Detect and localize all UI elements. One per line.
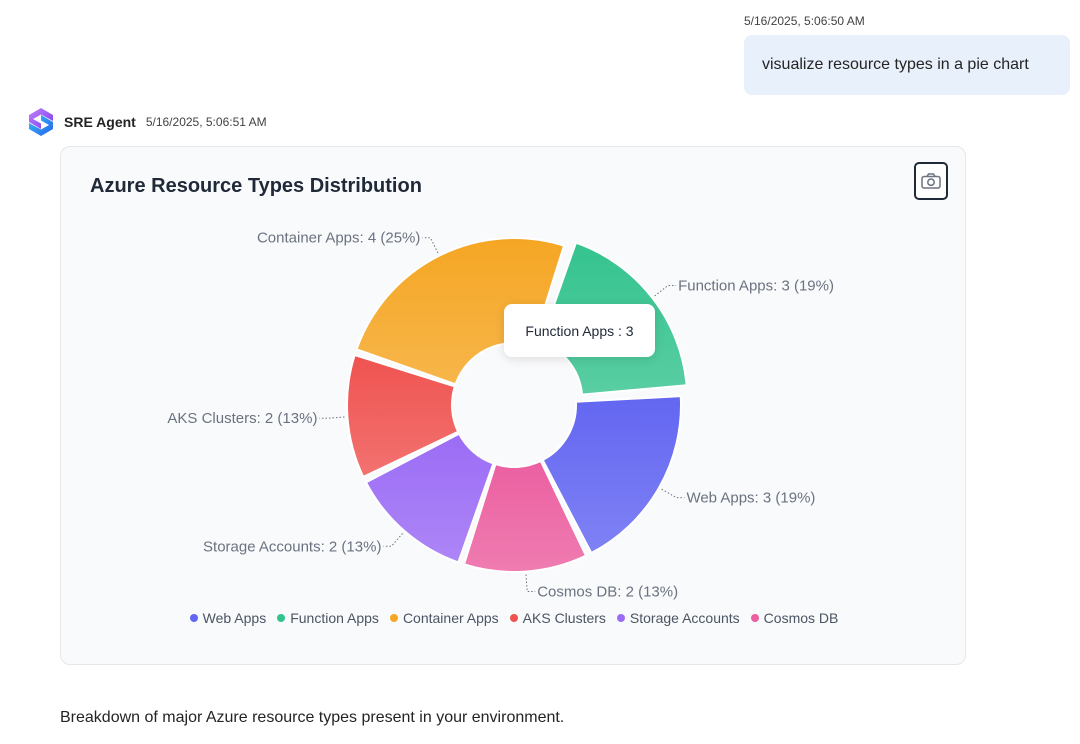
agent-name: SRE Agent — [64, 114, 136, 130]
data-label: Storage Accounts: 2 (13%) — [203, 538, 381, 555]
chart-card: Azure Resource Types Distribution Web Ap… — [60, 146, 966, 665]
data-label: Function Apps: 3 (19%) — [678, 277, 834, 294]
legend-item[interactable]: Storage Accounts — [616, 610, 740, 626]
data-label: AKS Clusters: 2 (13%) — [167, 410, 317, 427]
pie-slice-aks-clusters[interactable] — [346, 354, 460, 478]
pie-slice-storage-accounts[interactable] — [364, 432, 495, 564]
legend-dot-icon — [616, 614, 625, 622]
pie-slice-container-apps[interactable] — [355, 237, 565, 386]
legend-dot-icon — [509, 614, 518, 622]
data-label: Cosmos DB: 2 (13%) — [537, 584, 678, 601]
legend-dot-icon — [750, 614, 759, 622]
user-message-timestamp: 5/16/2025, 5:06:50 AM — [744, 14, 865, 28]
agent-response-text: Breakdown of major Azure resource types … — [60, 709, 565, 726]
legend-item[interactable]: AKS Clusters — [509, 610, 606, 626]
legend-item[interactable]: Cosmos DB — [750, 610, 839, 626]
callout-line — [525, 574, 536, 593]
legend-label: Function Apps — [290, 610, 379, 626]
chart-tooltip-text: Function Apps : 3 — [525, 322, 634, 339]
legend-label: Web Apps — [202, 610, 267, 626]
agent-timestamp: 5/16/2025, 5:06:51 AM — [145, 115, 267, 129]
chart-tooltip: Function Apps : 3 — [504, 304, 655, 357]
legend-label: Storage Accounts — [629, 610, 740, 626]
donut-chart: Web Apps: 3 (19%) Cosmos DB: 2 (13%) Stora… — [167, 230, 834, 601]
data-label: Container Apps: 4 (25%) — [257, 230, 420, 247]
sre-agent-logo-icon — [29, 108, 53, 136]
data-label: Web Apps: 3 (19%) — [686, 490, 815, 507]
legend-label: Cosmos DB — [763, 610, 839, 626]
legend-dot-icon — [189, 614, 198, 622]
pie-slice-cosmos-db[interactable] — [463, 459, 587, 573]
legend-dot-icon — [389, 614, 398, 622]
snapshot-button[interactable] — [914, 162, 948, 200]
callout-line — [654, 284, 677, 297]
legend-item[interactable]: Function Apps — [277, 610, 379, 626]
callout-line — [661, 488, 685, 499]
pie-slice-web-apps[interactable] — [541, 395, 682, 555]
user-message-bubble: visualize resource types in a pie chart — [744, 35, 1070, 95]
legend-label: Container Apps — [402, 610, 499, 626]
legend-item[interactable]: Container Apps — [389, 610, 499, 626]
legend-label: AKS Clusters — [522, 610, 606, 626]
agent-header: SRE Agent 5/16/2025, 5:06:51 AM — [26, 107, 267, 137]
camera-icon — [921, 173, 941, 189]
user-message-text: visualize resource types in a pie chart — [762, 56, 1029, 73]
legend-item[interactable]: Web Apps — [189, 610, 267, 626]
chart-title: Azure Resource Types Distribution — [90, 175, 422, 197]
callout-line — [319, 416, 345, 419]
callout-line — [383, 533, 403, 547]
callout-line — [422, 237, 439, 254]
chart-legend: Web Apps Function Apps Container Apps AKS C… — [61, 610, 967, 626]
legend-dot-icon — [277, 614, 286, 622]
